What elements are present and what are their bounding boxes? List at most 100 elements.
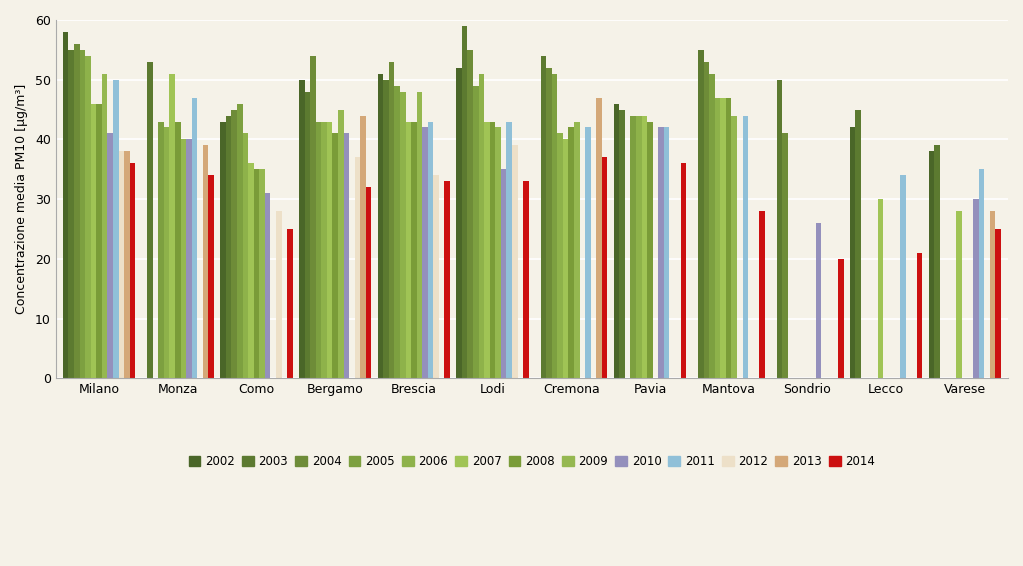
Bar <box>287 229 293 378</box>
Bar <box>175 122 181 378</box>
Bar <box>416 92 422 378</box>
Bar <box>405 122 411 378</box>
Bar <box>838 259 844 378</box>
Bar <box>648 122 653 378</box>
Bar <box>720 97 726 378</box>
Bar <box>630 115 636 378</box>
Bar <box>147 62 152 378</box>
Bar <box>979 169 984 378</box>
Bar <box>495 127 501 378</box>
Bar <box>563 139 569 378</box>
Bar <box>546 68 551 378</box>
Bar <box>326 122 332 378</box>
Bar <box>74 44 80 378</box>
Bar <box>479 74 484 378</box>
Bar <box>900 175 905 378</box>
Bar <box>704 62 709 378</box>
Bar <box>815 223 821 378</box>
Bar <box>636 115 641 378</box>
Bar <box>299 80 305 378</box>
Bar <box>658 127 664 378</box>
Bar <box>276 211 281 378</box>
Bar <box>855 110 861 378</box>
Bar <box>366 187 371 378</box>
Bar <box>338 110 344 378</box>
Bar <box>715 97 720 378</box>
Bar <box>783 134 788 378</box>
Bar <box>170 74 175 378</box>
Bar <box>585 127 590 378</box>
Bar <box>249 164 254 378</box>
Bar <box>395 85 400 378</box>
Bar <box>850 127 855 378</box>
Bar <box>310 56 316 378</box>
Bar <box>119 151 124 378</box>
Bar <box>181 139 186 378</box>
Bar <box>596 97 602 378</box>
Bar <box>226 115 231 378</box>
Bar <box>614 104 619 378</box>
Bar <box>776 80 783 378</box>
Bar <box>602 157 608 378</box>
Bar <box>96 104 102 378</box>
Bar <box>995 229 1000 378</box>
Bar <box>680 164 686 378</box>
Bar <box>428 122 434 378</box>
Bar <box>400 92 405 378</box>
Bar <box>265 193 270 378</box>
Bar <box>80 50 85 378</box>
Bar <box>321 122 326 378</box>
Bar <box>726 97 731 378</box>
Bar <box>91 104 96 378</box>
Bar <box>513 145 518 378</box>
Bar <box>551 74 558 378</box>
Bar <box>186 139 191 378</box>
Bar <box>929 151 934 378</box>
Bar <box>456 68 462 378</box>
Bar <box>209 175 214 378</box>
Bar <box>220 122 226 378</box>
Bar <box>332 134 338 378</box>
Bar <box>990 211 995 378</box>
Bar <box>468 50 473 378</box>
Bar <box>62 32 69 378</box>
Bar <box>574 122 580 378</box>
Bar <box>731 115 737 378</box>
Bar <box>231 110 237 378</box>
Bar <box>934 145 940 378</box>
Bar <box>462 26 468 378</box>
Bar <box>107 134 113 378</box>
Bar <box>254 169 259 378</box>
Bar <box>506 122 513 378</box>
Bar <box>411 122 416 378</box>
Bar <box>102 74 107 378</box>
Legend: 2002, 2003, 2004, 2005, 2006, 2007, 2008, 2009, 2010, 2011, 2012, 2013, 2014: 2002, 2003, 2004, 2005, 2006, 2007, 2008… <box>184 450 880 473</box>
Bar <box>237 104 242 378</box>
Bar <box>242 134 249 378</box>
Bar <box>389 62 395 378</box>
Bar <box>159 122 164 378</box>
Bar <box>444 181 450 378</box>
Bar <box>316 122 321 378</box>
Bar <box>344 134 349 378</box>
Bar <box>540 56 546 378</box>
Bar <box>85 56 91 378</box>
Bar <box>641 115 648 378</box>
Bar <box>191 97 197 378</box>
Bar <box>490 122 495 378</box>
Bar <box>305 92 310 378</box>
Bar <box>113 80 119 378</box>
Y-axis label: Concentrazione media PM10 [μg/m³]: Concentrazione media PM10 [μg/m³] <box>15 84 28 314</box>
Bar <box>619 110 625 378</box>
Bar <box>957 211 962 378</box>
Bar <box>124 151 130 378</box>
Bar <box>569 127 574 378</box>
Bar <box>130 164 135 378</box>
Bar <box>259 169 265 378</box>
Bar <box>917 253 922 378</box>
Bar <box>558 134 563 378</box>
Bar <box>473 85 479 378</box>
Bar <box>973 199 979 378</box>
Bar <box>164 127 170 378</box>
Bar <box>759 211 765 378</box>
